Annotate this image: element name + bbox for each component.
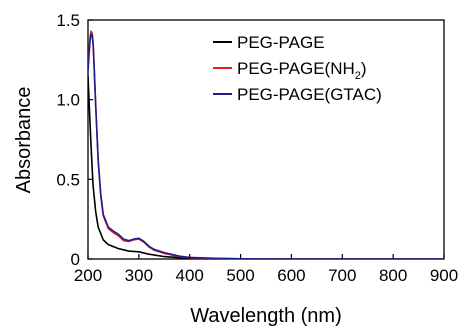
x-tick-label: 600 bbox=[277, 266, 305, 285]
series-layer bbox=[88, 30, 444, 259]
y-tick-label: 1.0 bbox=[56, 91, 80, 110]
x-tick-label: 500 bbox=[226, 266, 254, 285]
x-tick-label: 900 bbox=[430, 266, 458, 285]
legend-label: PEG-PAGE(NH2) bbox=[237, 59, 367, 82]
x-tick-label: 200 bbox=[74, 266, 102, 285]
x-axis-label: Wavelength (nm) bbox=[190, 305, 342, 327]
y-axis-label: Absorbance bbox=[13, 87, 35, 194]
y-tick-label: 0 bbox=[71, 250, 80, 269]
legend-label: PEG-PAGE(GTAC) bbox=[237, 85, 382, 104]
legend-label: PEG-PAGE bbox=[237, 33, 325, 52]
x-tick-label: 800 bbox=[379, 266, 407, 285]
ticks-layer: 200 300 400 500 600 700 800 900 0 0.5 1.0 1.5 bbox=[56, 11, 458, 285]
x-tick-label: 400 bbox=[176, 266, 204, 285]
x-tick-label: 300 bbox=[125, 266, 153, 285]
legend: PEG-PAGE PEG-PAGE(NH2) PEG-PAGE(GTAC) bbox=[213, 33, 382, 104]
x-tick-label: 700 bbox=[328, 266, 356, 285]
y-tick-label: 0.5 bbox=[56, 170, 80, 189]
plot-frame bbox=[87, 19, 445, 260]
series-line-3 bbox=[88, 33, 444, 259]
y-tick-label: 1.5 bbox=[56, 11, 80, 30]
